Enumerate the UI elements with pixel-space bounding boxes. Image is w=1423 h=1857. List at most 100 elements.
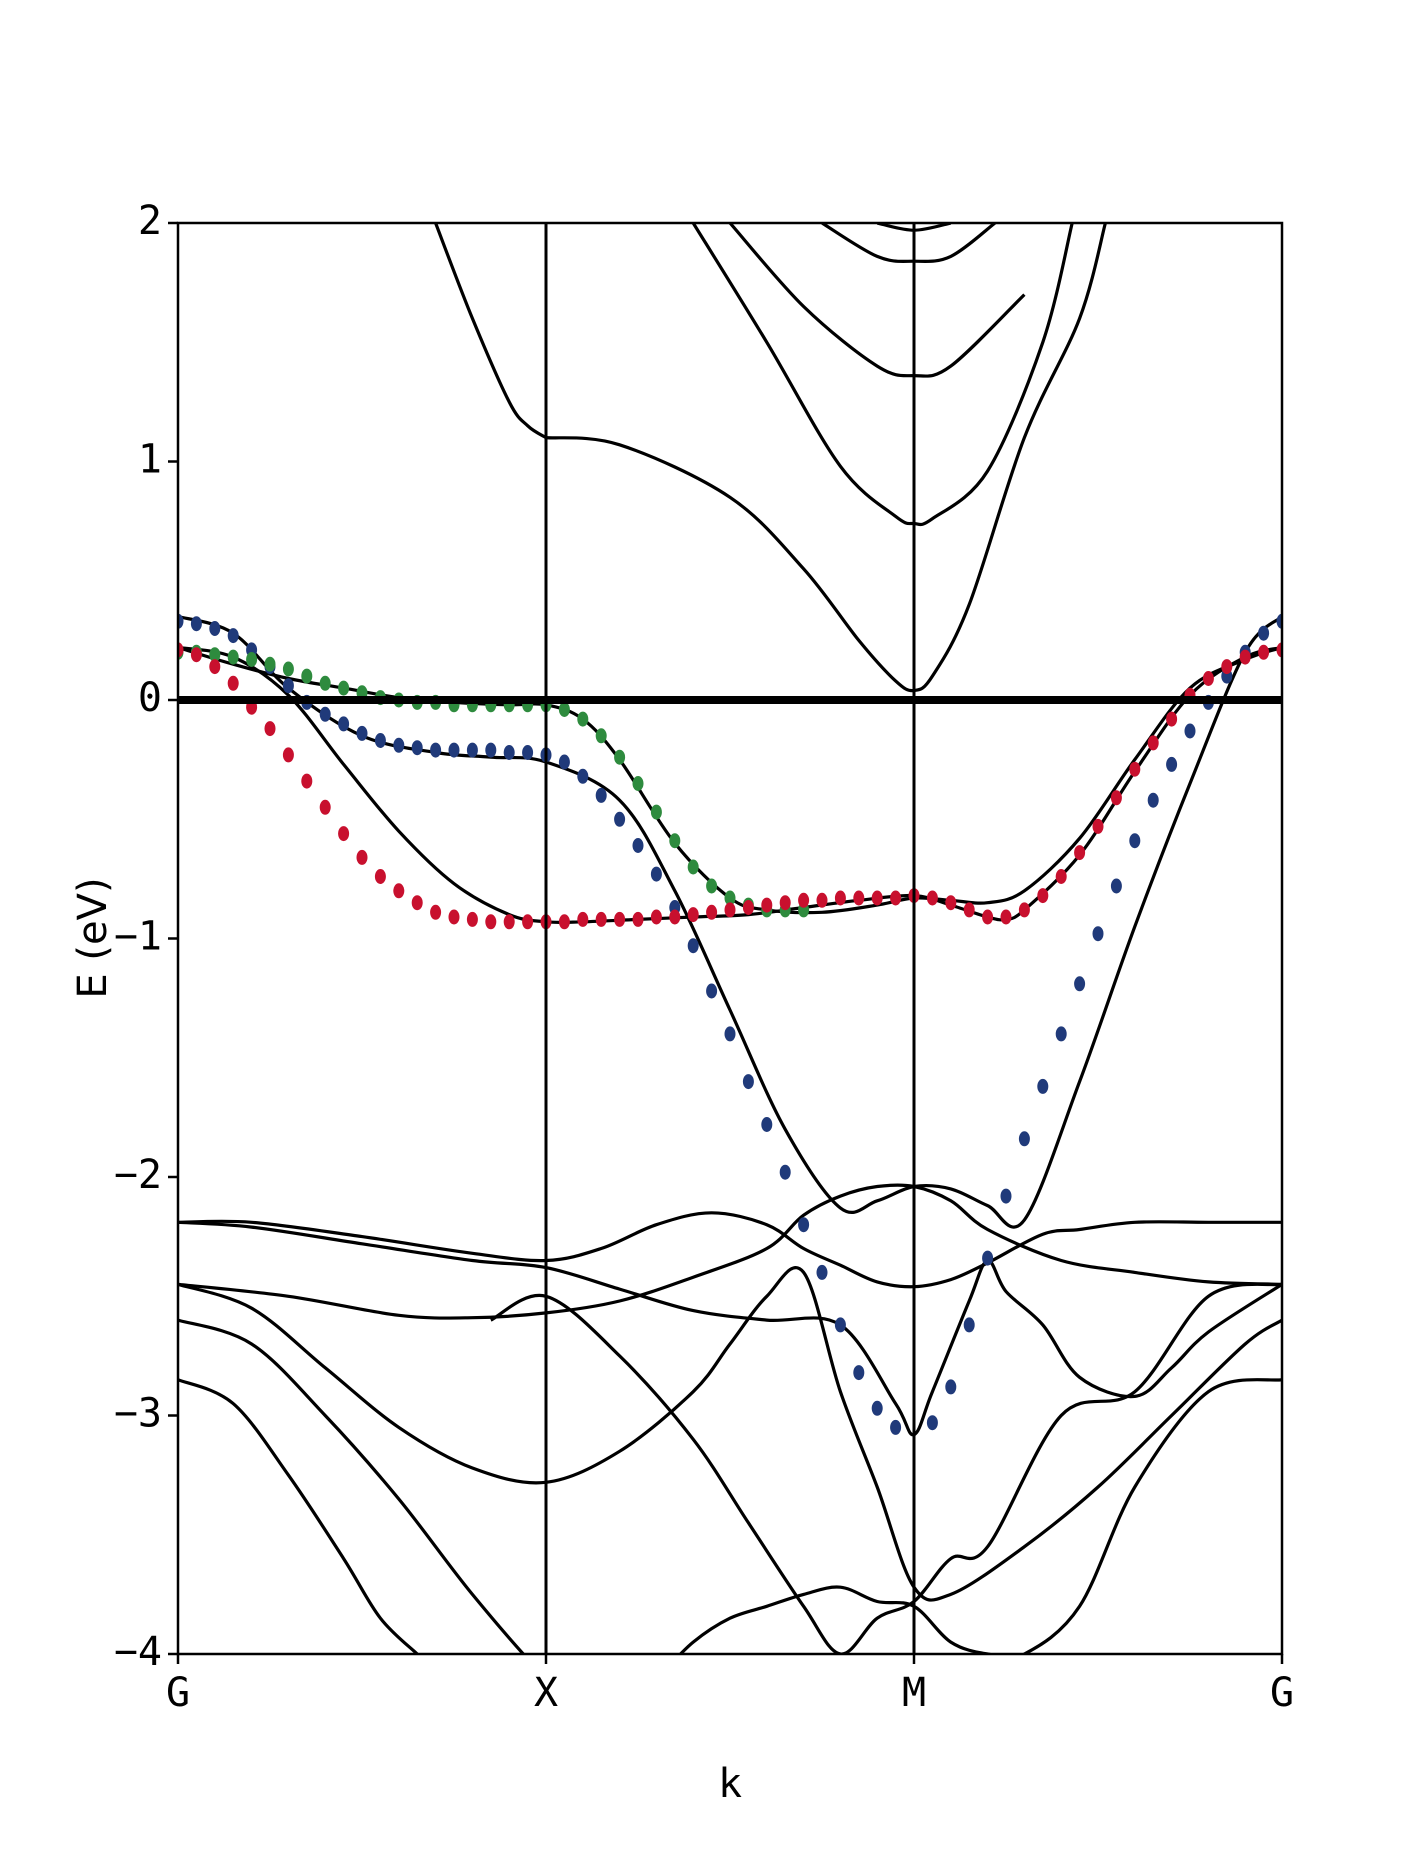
plot-frame — [176, 221, 1284, 1656]
projection-dot-1-50 — [1092, 926, 1104, 942]
projection-dot-3-9 — [319, 799, 331, 815]
projection-dot-3-30 — [706, 904, 718, 920]
projection-dot-3-8 — [301, 773, 313, 789]
projection-dot-1-54 — [1166, 756, 1178, 772]
projection-dot-3-32 — [742, 900, 754, 915]
projection-dot-1-11 — [356, 725, 368, 741]
projection-dot-3-16 — [448, 909, 460, 925]
band-line-3 — [691, 223, 1074, 527]
x-axis-label: k — [718, 1761, 742, 1807]
projection-dot-3-60 — [1258, 644, 1270, 660]
projection-dot-3-35 — [798, 892, 810, 908]
projection-dot-3-43 — [945, 895, 957, 911]
projection-dot-1-22 — [558, 754, 570, 770]
projection-dot-3-11 — [356, 849, 368, 865]
projection-dot-3-59 — [1239, 649, 1251, 665]
projection-dot-3-12 — [374, 869, 386, 884]
projection-dot-1-40 — [890, 1419, 902, 1435]
projection-dot-3-51 — [1092, 818, 1104, 834]
projection-dot-3-38 — [853, 890, 865, 906]
projection-dot-3-61 — [1276, 642, 1282, 658]
projection-dot-3-57 — [1202, 671, 1214, 686]
projection-dot-3-52 — [1110, 790, 1122, 806]
projection-dot-2-26 — [632, 776, 644, 791]
projection-dot-1-7 — [282, 678, 294, 694]
projection-dot-3-50 — [1074, 845, 1086, 861]
projection-dot-3-40 — [890, 890, 902, 906]
projection-dot-3-42 — [926, 890, 938, 906]
projection-dot-1-49 — [1074, 976, 1086, 992]
projection-dot-2-10 — [338, 680, 350, 696]
projection-dot-1-20 — [522, 745, 534, 760]
projection-dot-1-4 — [227, 628, 239, 644]
band-line-12 — [178, 1183, 1282, 1320]
projection-dot-3-55 — [1166, 711, 1178, 727]
projection-dot-3-6 — [264, 721, 276, 737]
projection-dot-3-20 — [522, 914, 534, 930]
projection-dot-1-38 — [853, 1365, 865, 1381]
projection-dot-3-53 — [1129, 761, 1141, 777]
projection-dot-1-30 — [706, 983, 718, 999]
band-line-2 — [545, 223, 1107, 693]
projection-dot-1-51 — [1110, 878, 1122, 894]
projection-dot-1-42 — [945, 1379, 957, 1395]
projection-dot-3-36 — [816, 892, 828, 908]
band-line-14 — [178, 1318, 1282, 1654]
projection-dot-2-8 — [301, 668, 313, 684]
y-tick-label: −2 — [114, 1152, 162, 1198]
projection-dot-2-3 — [209, 647, 221, 663]
projection-dot-2-29 — [687, 859, 699, 875]
y-tick-label: −1 — [114, 914, 162, 960]
band-line-13 — [178, 1266, 1282, 1602]
band-lines — [178, 223, 1282, 1654]
projection-dot-1-32 — [742, 1074, 754, 1090]
band-line-11 — [178, 1220, 1282, 1437]
projection-dot-3-49 — [1055, 869, 1067, 884]
projection-dot-1-33 — [761, 1117, 773, 1132]
projection-dot-3-23 — [577, 911, 589, 927]
projection-dot-3-24 — [595, 911, 607, 927]
y-tick-label: 0 — [138, 675, 162, 721]
x-tick-label: X — [534, 1670, 558, 1716]
projection-dot-1-26 — [632, 838, 644, 853]
projection-dot-2-23 — [577, 711, 589, 727]
projection-dot-3-19 — [503, 914, 515, 930]
projection-dot-1-46 — [1018, 1131, 1030, 1147]
projection-dot-1-12 — [374, 733, 386, 748]
projection-dot-1-31 — [724, 1026, 736, 1042]
projection-dot-3-2 — [190, 647, 202, 663]
projection-dot-3-17 — [466, 911, 478, 927]
projection-dot-2-5 — [246, 652, 258, 667]
projection-dot-1-37 — [834, 1317, 846, 1333]
projection-dot-1-53 — [1147, 792, 1159, 808]
projection-dot-3-7 — [282, 747, 294, 763]
projection-dot-3-27 — [650, 909, 662, 925]
band-line-4 — [728, 223, 1026, 378]
projection-dot-1-15 — [430, 742, 442, 758]
projection-dot-1-24 — [595, 787, 607, 803]
projection-dot-3-37 — [834, 890, 846, 906]
projection-dot-3-10 — [338, 826, 350, 842]
y-tick-label: 2 — [138, 198, 162, 244]
projection-dot-1-59 — [1258, 625, 1270, 641]
projection-dot-3-15 — [430, 904, 442, 920]
projection-dot-2-6 — [264, 656, 276, 672]
projection-dot-1-27 — [650, 866, 662, 882]
projection-dot-1-39 — [871, 1400, 883, 1416]
x-tick-label: G — [1270, 1670, 1294, 1716]
projection-dot-1-41 — [926, 1415, 938, 1431]
projection-dot-3-39 — [871, 890, 883, 906]
projection-dot-1-48 — [1055, 1026, 1067, 1042]
projection-dot-3-34 — [779, 895, 791, 911]
projection-dot-3-25 — [614, 911, 626, 927]
projection-dot-3-48 — [1037, 888, 1049, 904]
band-line-10 — [178, 1211, 1282, 1289]
projection-dot-1-29 — [687, 938, 699, 954]
y-tick-label: −4 — [114, 1629, 162, 1675]
projection-dot-1-3 — [209, 621, 221, 636]
projection-dot-3-44 — [963, 902, 975, 918]
band-line-16 — [490, 1282, 1282, 1654]
projection-dot-3-47 — [1018, 902, 1030, 918]
